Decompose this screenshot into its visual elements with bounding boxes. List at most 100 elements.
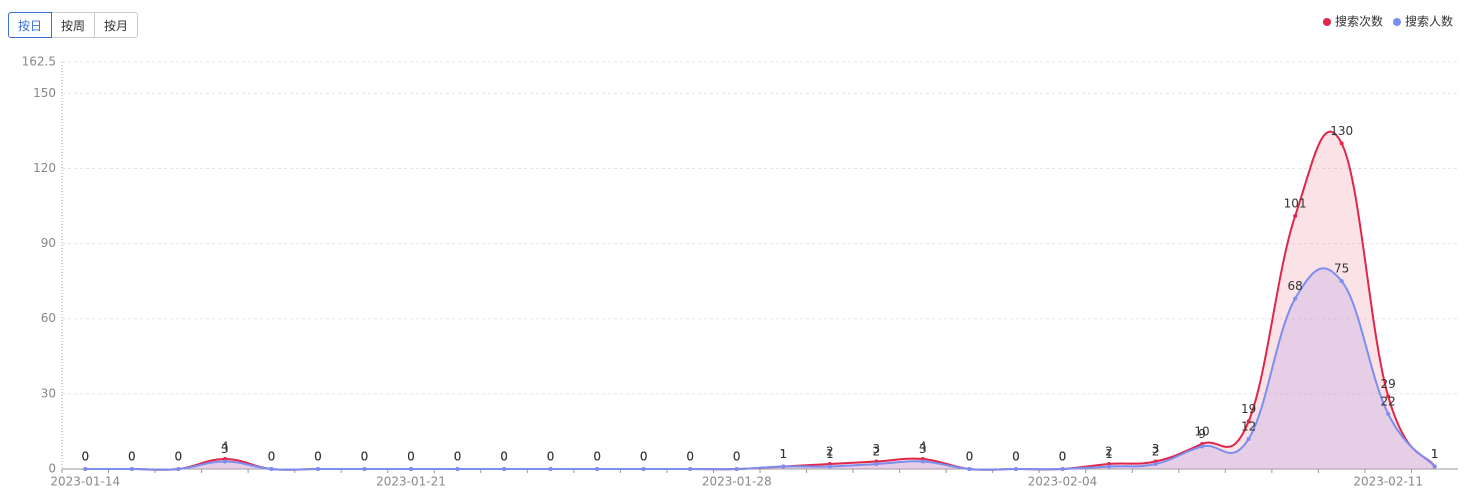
line [85,267,1436,471]
data-label: 2 [873,444,881,458]
data-label: 75 [1334,262,1349,276]
toggle-group: 按日 按周 按月 [8,12,138,38]
point [734,467,739,471]
data-label: 1 [1431,447,1439,461]
point [1246,419,1251,424]
point [1060,467,1065,471]
x-tick-label: 2023-01-28 [702,475,772,489]
data-label: 19 [1241,402,1256,416]
point [1153,461,1158,466]
area [85,131,1435,470]
x-tick-label: 2023-01-14 [50,475,120,489]
data-label: 0 [966,450,974,464]
point [548,467,553,471]
y-tick-label: 30 [41,386,56,400]
legend-label: 搜索次数 [1335,14,1383,29]
x-tick-label: 2023-02-04 [1028,475,1098,489]
data-label: 3 [873,442,881,456]
point [827,464,832,469]
data-label: 0 [454,450,462,464]
point [688,467,693,471]
y-tick-label: 162.5 [22,55,56,69]
data-label: 0 [1012,450,1020,464]
month-button[interactable]: 按月 [94,12,138,38]
point [1432,464,1437,469]
point [1246,436,1251,441]
data-label: 0 [500,450,508,464]
point [1200,444,1205,449]
data-label: 0 [640,450,648,464]
y-tick-label: 120 [33,161,56,175]
data-label: 0 [547,450,555,464]
data-label: 4 [919,439,927,453]
data-label: 1 [779,447,787,461]
point [1293,214,1298,219]
data-label: 2 [826,444,834,458]
data-label: 0 [314,450,322,464]
point [1293,296,1298,301]
y-tick-label: 90 [41,236,56,250]
data-label: 0 [593,450,601,464]
point [1339,141,1344,146]
data-label: 0 [500,450,508,464]
legend-marker [1322,18,1331,26]
data-label: 1 [1431,447,1439,461]
point [781,464,786,469]
data-label: 130 [1330,124,1353,138]
point [1107,464,1111,469]
data-label: 0 [1012,450,1020,464]
data-label: 0 [268,450,276,464]
data-label: 22 [1381,394,1396,408]
data-label: 0 [128,450,136,464]
point [502,467,507,471]
y-tick-label: 150 [33,86,56,100]
data-label: 3 [221,442,229,456]
point [269,467,274,471]
data-label: 10 [1194,424,1209,438]
point [641,467,646,471]
legend-marker [1392,18,1401,26]
data-label: 0 [454,450,462,464]
data-label: 0 [966,450,974,464]
data-label: 1 [779,447,787,461]
data-label: 0 [686,450,694,464]
point [176,467,181,471]
point [362,467,367,471]
day-button[interactable]: 按日 [8,12,52,38]
data-label: 0 [407,450,415,464]
data-label: 0 [593,450,601,464]
data-label: 101 [1284,197,1307,211]
point [455,467,460,471]
point [1386,411,1391,416]
data-label: 0 [686,450,694,464]
data-label: 0 [128,450,136,464]
data-label: 0 [1059,450,1067,464]
point [967,467,972,471]
data-label: 2 [1105,444,1113,458]
x-tick-label: 2023-01-21 [376,475,446,489]
x-tick-label: 2023-02-11 [1353,475,1423,489]
legend: 搜索人数 搜索次数 [1322,14,1453,29]
data-label: 0 [1059,450,1067,464]
data-label: 0 [361,450,369,464]
point [1386,394,1391,399]
data-label: 0 [175,450,183,464]
data-label: 0 [733,450,741,464]
point [874,461,879,466]
data-label: 4 [221,439,229,453]
data-label: 12 [1241,419,1256,433]
point [222,459,227,464]
point [409,467,413,471]
area [85,268,1435,470]
data-label: 0 [314,450,322,464]
data-label: 9 [1198,427,1206,441]
data-label: 1 [1105,447,1113,461]
data-label: 1 [826,447,834,461]
data-label: 3 [919,442,927,456]
data-label: 3 [1152,442,1160,456]
legend-label: 搜索人数 [1405,14,1453,29]
data-label: 68 [1287,279,1302,293]
data-label: 0 [547,450,555,464]
